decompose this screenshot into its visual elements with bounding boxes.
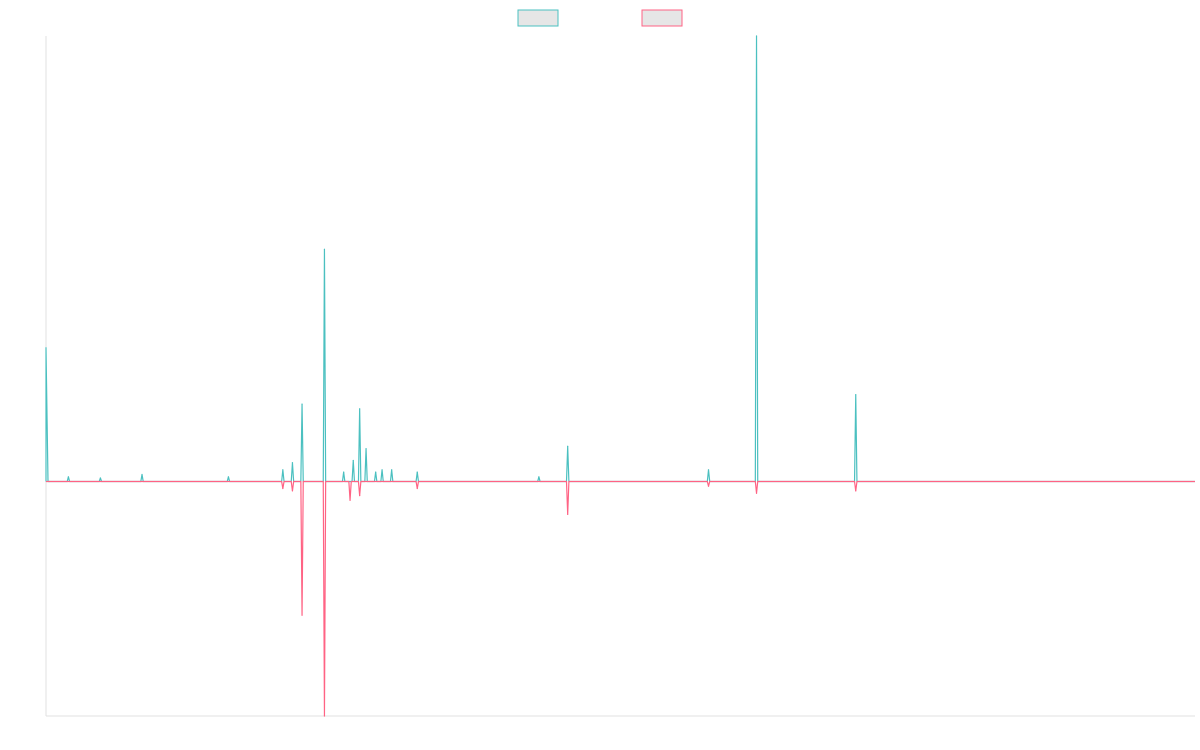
series-1 [45,35,1195,483]
axes [45,36,1195,717]
series-1-point-12[interactable] [352,459,354,462]
series-2-point-2[interactable] [291,490,294,492]
series-1-point-19[interactable] [538,476,540,478]
series-2-point-8[interactable] [567,513,569,515]
series-1-point-13[interactable] [359,408,361,410]
series-1-point-21[interactable] [707,469,710,471]
series-1-point-22[interactable] [755,35,758,37]
series-2 [46,480,1195,717]
series-2-point-4[interactable] [323,715,326,717]
legend-swatch-1 [517,9,559,27]
series-1-point-8[interactable] [291,462,294,464]
series-1-point-20[interactable] [567,445,569,447]
series-1-point-6[interactable] [227,476,230,478]
series-1-point-23[interactable] [855,394,857,396]
series-1-point-10[interactable] [323,248,326,250]
series-1-point-15[interactable] [375,471,377,473]
series-1-point-5[interactable] [141,473,143,476]
series-2-line [46,480,1195,717]
series-2-point-1[interactable] [282,487,284,490]
legend-item-1[interactable] [517,9,559,27]
series-2-point-7[interactable] [416,487,418,490]
series-1-point-9[interactable] [301,403,303,405]
series-1-point-11[interactable] [343,471,345,473]
series-layer [45,35,1195,717]
legend-item-2[interactable] [641,9,683,27]
series-1-point-16[interactable] [381,469,383,471]
series-1-line [45,35,1195,483]
series-2-point-5[interactable] [349,499,351,501]
series-2-point-6[interactable] [359,494,361,497]
series-1-point-17[interactable] [391,469,393,471]
legend [517,9,683,27]
series-1-point-14[interactable] [365,448,367,450]
series-1-point-4[interactable] [99,477,102,479]
series-1-point-1[interactable] [45,347,47,349]
series-1-point-18[interactable] [416,471,418,473]
series-2-point-11[interactable] [855,490,857,492]
series-2-point-3[interactable] [301,614,303,616]
series-1-point-3[interactable] [67,476,70,478]
series-2-point-9[interactable] [707,485,710,487]
series-1-point-7[interactable] [282,469,284,471]
legend-swatch-2 [641,9,683,27]
series-2-point-10[interactable] [755,492,758,494]
